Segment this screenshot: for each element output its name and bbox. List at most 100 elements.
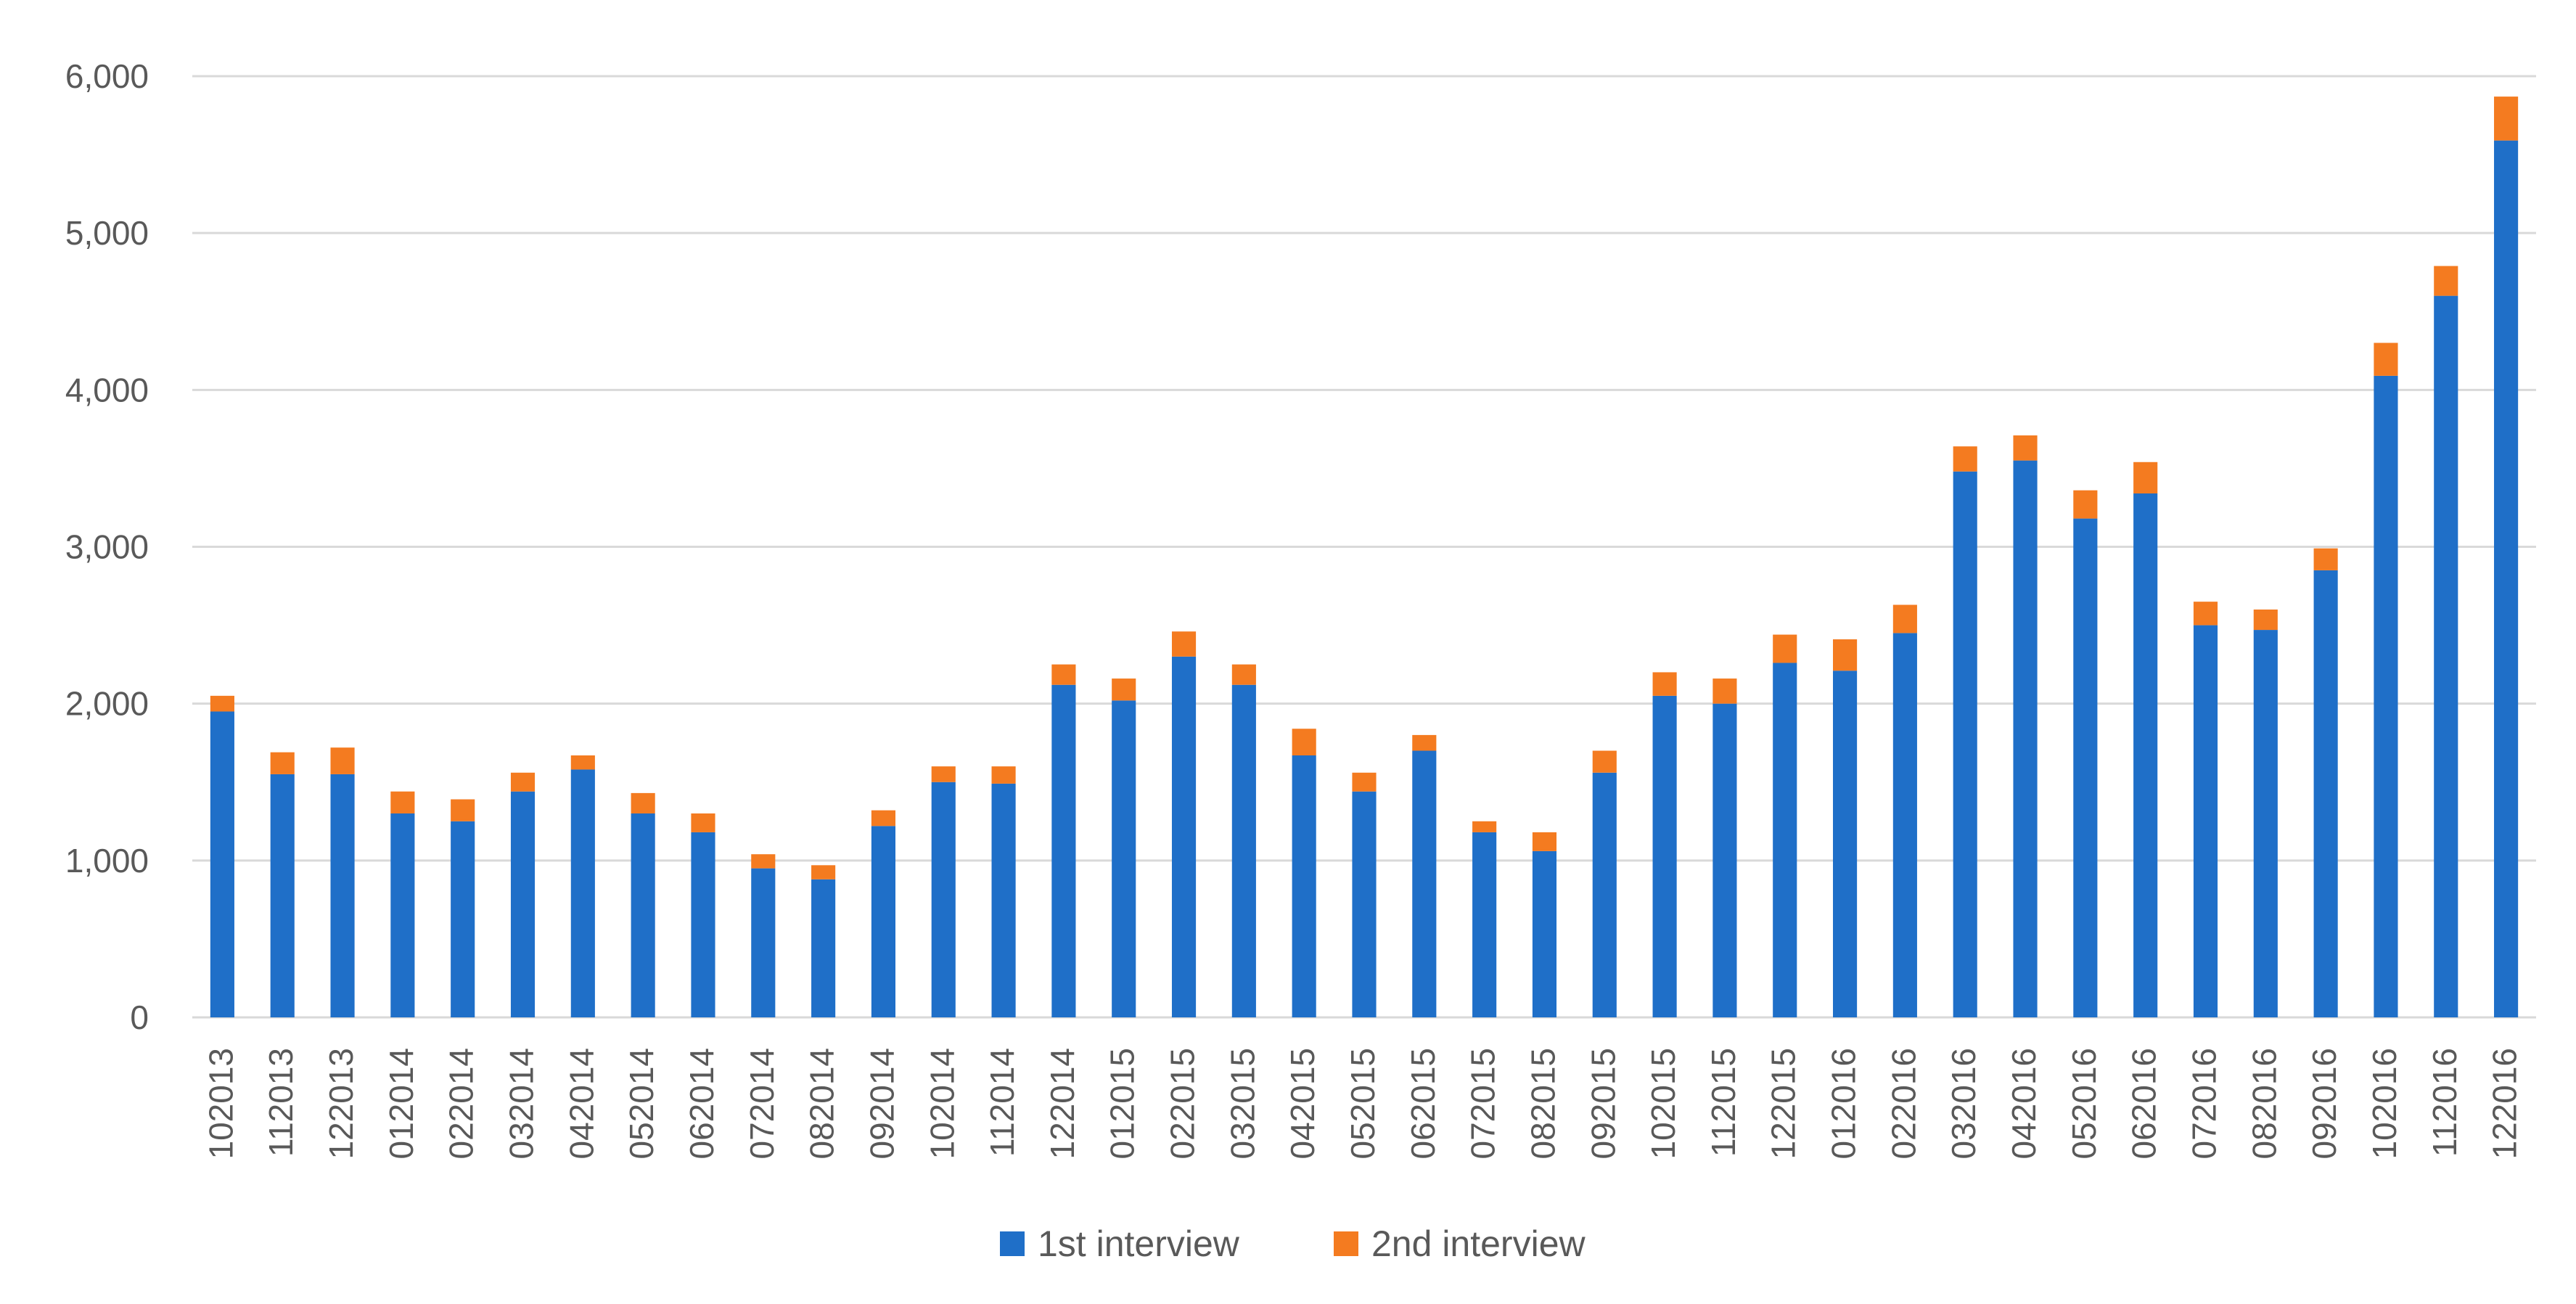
x-tick-label: 022015 — [1164, 1048, 1202, 1160]
bar-1st-interview — [2434, 295, 2458, 1018]
x-tick-label: 062016 — [2125, 1048, 2163, 1160]
bar-1st-interview — [811, 879, 836, 1017]
x-tick-label: 012016 — [1825, 1048, 1863, 1160]
y-tick-label: 3,000 — [65, 528, 149, 566]
x-tick-label: 102013 — [202, 1048, 239, 1160]
bar-1st-interview — [1532, 850, 1557, 1017]
x-tick-label: 122016 — [2486, 1048, 2524, 1160]
bar-1st-interview — [631, 813, 655, 1017]
bar-2nd-interview — [1833, 639, 1858, 671]
bar-2nd-interview — [1472, 821, 1497, 832]
x-tick-label: 092015 — [1584, 1048, 1622, 1160]
bar-1st-interview — [991, 783, 1016, 1017]
y-tick-label: 2,000 — [65, 685, 149, 723]
bar-1st-interview — [2253, 630, 2278, 1017]
y-tick-label: 1,000 — [65, 842, 149, 879]
x-tick-label: 122013 — [322, 1048, 360, 1160]
bar-1st-interview — [2193, 625, 2218, 1017]
bar-2nd-interview — [1171, 631, 1197, 657]
bar-1st-interview — [1652, 695, 1677, 1017]
y-axis-tick-labels: 0 1,000 2,000 3,000 4,000 5,000 6,000 — [65, 57, 149, 1036]
x-tick-label: 062014 — [683, 1048, 721, 1160]
bar-2nd-interview — [2434, 266, 2458, 296]
bar-2nd-interview — [631, 792, 655, 813]
x-tick-label: 052014 — [623, 1048, 660, 1160]
legend-item-2nd-interview: 2nd interview — [1334, 1223, 1586, 1264]
bar-2nd-interview — [2193, 602, 2218, 626]
x-tick-label: 102015 — [1644, 1048, 1682, 1160]
bar-2nd-interview — [1532, 832, 1557, 851]
x-tick-label: 122014 — [1043, 1048, 1081, 1160]
bar-2nd-interview — [330, 747, 355, 774]
bar-1st-interview — [931, 782, 956, 1017]
bar-1st-interview — [1112, 700, 1136, 1017]
x-tick-label: 102014 — [923, 1048, 961, 1160]
bar-2nd-interview — [1652, 672, 1677, 696]
bar-1st-interview — [570, 769, 595, 1017]
x-tick-label: 072016 — [2185, 1048, 2223, 1160]
x-tick-label: 092016 — [2305, 1048, 2343, 1160]
bar-1st-interview — [1712, 703, 1737, 1017]
bar-2nd-interview — [931, 766, 956, 782]
bar-1st-interview — [2494, 140, 2519, 1018]
x-axis-tick-labels: 102013 112013 122013 012014 022014 032014 0420… — [202, 1048, 2523, 1160]
x-tick-label: 062015 — [1404, 1048, 1442, 1160]
bar-2nd-interview — [871, 810, 895, 827]
bar-2nd-interview — [451, 799, 475, 821]
x-tick-label: 082014 — [803, 1048, 841, 1160]
x-tick-label: 112015 — [1705, 1048, 1742, 1157]
bar-2nd-interview — [1953, 446, 1977, 472]
bar-2nd-interview — [390, 791, 415, 813]
bar-1st-interview — [1892, 633, 1917, 1017]
x-tick-label: 022016 — [1884, 1048, 1922, 1160]
x-tick-label: 042015 — [1284, 1048, 1321, 1160]
bar-1st-interview — [1292, 755, 1316, 1017]
y-tick-label: 0 — [130, 998, 149, 1036]
x-tick-label: 052015 — [1344, 1048, 1382, 1160]
bar-2nd-interview — [2013, 435, 2038, 461]
legend: 1st interview 2nd interview — [1000, 1223, 1586, 1264]
bar-2nd-interview — [2253, 609, 2278, 631]
bar-2nd-interview — [1892, 604, 1917, 633]
bar-1st-interview — [691, 832, 715, 1017]
bar-1st-interview — [1051, 684, 1076, 1017]
bar-1st-interview — [1171, 656, 1197, 1017]
bar-2nd-interview — [210, 695, 234, 712]
bar-1st-interview — [270, 774, 295, 1017]
bar-2nd-interview — [991, 766, 1016, 784]
bar-1st-interview — [1773, 663, 1797, 1017]
bar-1st-interview — [1833, 671, 1858, 1017]
bar-2nd-interview — [1712, 678, 1737, 704]
legend-label: 2nd interview — [1371, 1223, 1586, 1264]
bar-1st-interview — [1953, 471, 1977, 1017]
x-tick-label: 072014 — [743, 1048, 781, 1160]
bar-2nd-interview — [570, 755, 595, 770]
bar-1st-interview — [451, 821, 475, 1017]
x-tick-label: 022014 — [443, 1048, 480, 1160]
bars — [210, 97, 2519, 1018]
bar-1st-interview — [751, 868, 776, 1017]
legend-swatch — [1334, 1231, 1358, 1256]
bar-2nd-interview — [1292, 729, 1316, 756]
x-tick-label: 082016 — [2245, 1048, 2283, 1160]
x-tick-label: 042014 — [562, 1048, 600, 1160]
y-tick-label: 4,000 — [65, 371, 149, 409]
bar-2nd-interview — [811, 865, 836, 879]
bar-1st-interview — [2133, 493, 2158, 1017]
x-tick-label: 072015 — [1464, 1048, 1502, 1160]
bar-2nd-interview — [1231, 664, 1256, 685]
legend-label: 1st interview — [1038, 1223, 1240, 1264]
bar-2nd-interview — [1051, 664, 1076, 685]
x-tick-label: 112013 — [262, 1048, 300, 1157]
bar-2nd-interview — [1352, 772, 1377, 792]
bar-1st-interview — [330, 774, 355, 1017]
bar-2nd-interview — [2133, 462, 2158, 494]
bar-1st-interview — [510, 791, 536, 1017]
x-tick-label: 102016 — [2366, 1048, 2403, 1160]
bar-2nd-interview — [2494, 97, 2519, 141]
bar-1st-interview — [1472, 832, 1497, 1017]
bar-2nd-interview — [1112, 678, 1136, 701]
bar-2nd-interview — [691, 813, 715, 832]
bar-1st-interview — [1231, 684, 1256, 1017]
